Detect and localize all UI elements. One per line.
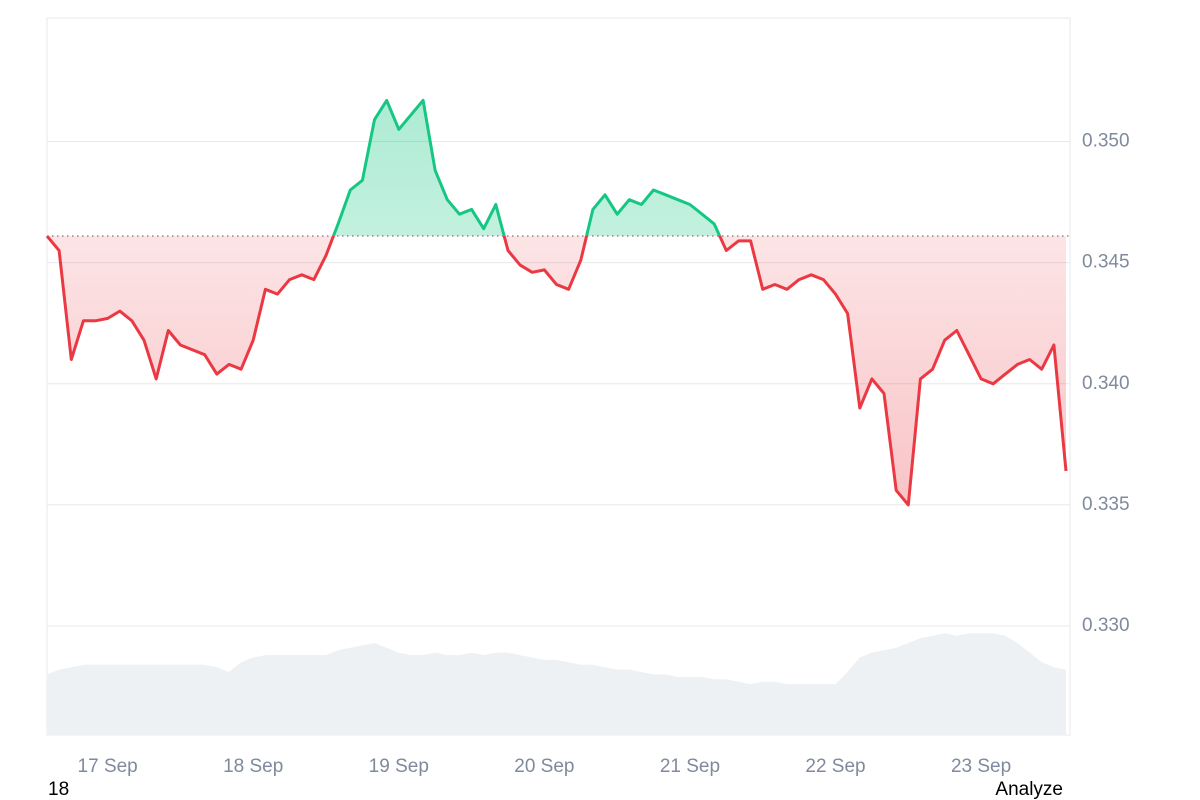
y-tick-label: 0.330 [1082,615,1130,636]
y-tick-label: 0.340 [1082,373,1130,394]
x-tick-label: 19 Sep [369,756,429,777]
footer-left: 18 [48,779,69,800]
y-tick-label: 0.345 [1082,252,1130,273]
x-tick-label: 18 Sep [223,756,283,777]
area-up [47,100,720,237]
x-tick-label: 23 Sep [951,756,1011,777]
x-tick-label: 20 Sep [514,756,574,777]
x-tick-label: 21 Sep [660,756,720,777]
x-tick-label: 17 Sep [78,756,138,777]
area-down [47,236,1066,505]
y-tick-label: 0.335 [1082,494,1130,515]
volume-area [47,633,1066,735]
price-line-down [45,236,1068,507]
x-tick-label: 22 Sep [805,756,865,777]
analyze-button[interactable]: Analyze [995,779,1063,800]
y-tick-label: 0.350 [1082,131,1130,152]
